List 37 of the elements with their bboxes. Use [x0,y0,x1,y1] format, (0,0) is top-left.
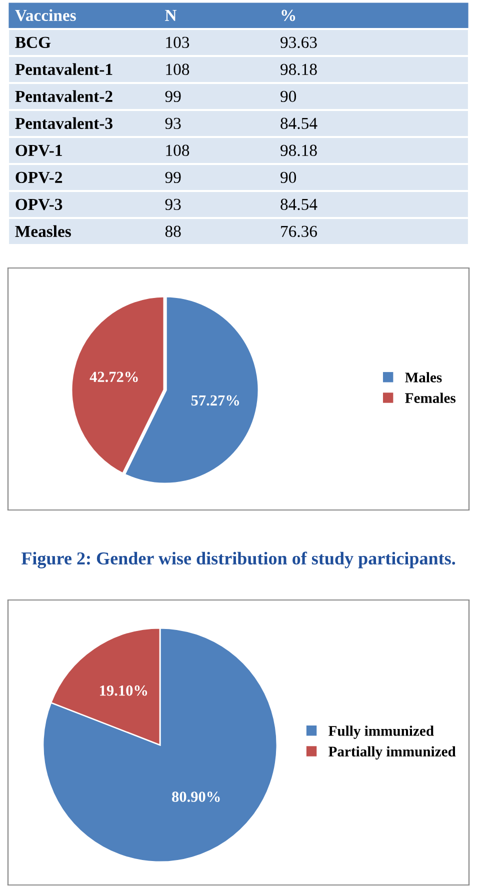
data-label: 80.90% [172,792,220,802]
category-label: Pentavalent-3 [15,117,112,130]
data-label: 84.54 [280,198,318,210]
legend-label: Females [405,392,456,403]
pie-slice [42,627,278,863]
data-label: 19.10% [100,685,148,696]
data-label: 98.18 [280,64,317,76]
legend-label: Males [405,372,442,382]
data-label: 93 [165,198,181,210]
data-label: 108 [166,64,190,76]
data-label: 90 [280,90,296,102]
category-label: BCG [15,36,51,48]
data-label: 99 [165,172,181,184]
category-label: Pentavalent-2 [15,90,112,102]
data-label: 90 [280,172,296,184]
text: % [282,10,296,22]
data-label: 57.27% [191,395,240,406]
text: Vaccines [15,9,76,22]
legend-label: Partially immunized [328,746,456,760]
caption: Figure 2: Gender wise distribution of study participants. [21,552,456,568]
category-label: OPV-3 [16,198,62,210]
category-label: Pentavalent-1 [15,63,112,76]
data-label: 98.18 [280,144,317,156]
data-label: 42.72% [90,372,138,382]
category-label: OPV-2 [16,172,62,184]
series-label: N [165,10,177,21]
category-label: Measles [15,225,71,238]
data-label: 108 [166,144,190,156]
legend-label: Fully immunized [328,726,434,739]
data-label: 84.54 [280,118,318,130]
data-label: 103 [166,36,190,48]
category-label: OPV-1 [16,144,62,156]
data-label: 93.63 [280,36,317,48]
data-label: 76.36 [281,226,317,238]
data-label: 99 [165,90,181,102]
data-label: 88 [165,226,181,238]
data-label: 93 [165,118,181,130]
